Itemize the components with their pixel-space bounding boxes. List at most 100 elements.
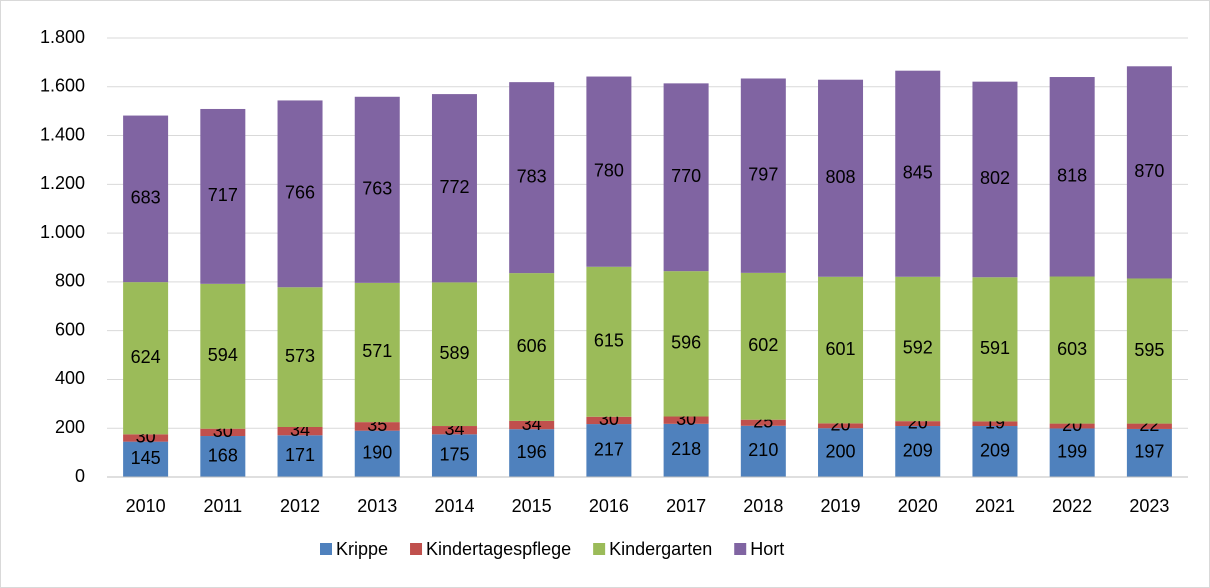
bar-segment [895,421,941,427]
data-label: 797 [748,164,778,184]
y-tick-label: 1.400 [40,124,85,144]
data-label: 780 [594,160,624,180]
data-label: 615 [594,331,624,351]
x-tick-label: 2015 [512,496,552,516]
bar-segment [740,78,786,273]
data-label: 808 [826,167,856,187]
bar-segment [818,423,864,429]
bar-segment [1126,428,1172,477]
data-label: 209 [903,440,933,460]
bar-segment [972,277,1018,422]
y-tick-label: 1.600 [40,76,85,96]
bar-segment [200,283,246,429]
bar-segment [277,435,323,477]
bar-segment [277,100,323,288]
x-tick-label: 2014 [434,496,474,516]
x-tick-label: 2017 [666,496,706,516]
x-tick-label: 2021 [975,496,1015,516]
data-label: 199 [1057,441,1087,461]
x-tick-label: 2020 [898,496,938,516]
y-tick-label: 400 [55,368,85,388]
legend-label: Hort [750,539,784,559]
data-label: 596 [671,333,701,353]
x-tick-label: 2022 [1052,496,1092,516]
legend-swatch [593,543,606,555]
data-label: 595 [1134,340,1164,360]
bar-segment [123,115,169,283]
data-label: 145 [131,448,161,468]
bar-segment [972,421,1018,427]
bar-segment [818,79,864,277]
bar-segment [740,419,786,426]
bar-segment [1126,423,1172,429]
bar-segment [586,416,632,425]
x-tick-label: 2013 [357,496,397,516]
data-label: 175 [439,444,469,464]
y-tick-label: 600 [55,319,85,339]
data-label: 171 [285,445,315,465]
bar-segment [123,441,169,477]
data-label: 818 [1057,166,1087,186]
bar-segment [509,420,555,430]
bar-segment [1126,66,1172,279]
data-label: 190 [362,443,392,463]
data-label: 168 [208,445,238,465]
bar-segment [431,434,477,477]
data-label: 594 [208,345,238,365]
data-label: 717 [208,185,238,205]
bar-segment [1049,428,1095,477]
bar-segment [123,434,169,442]
bar-segment [740,272,786,420]
x-tick-label: 2016 [589,496,629,516]
bar-segment [972,426,1018,477]
bar-segment [586,266,632,417]
data-label: 589 [439,343,469,363]
bar-segment [818,276,864,424]
legend-swatch [410,543,423,555]
data-label: 603 [1057,339,1087,359]
bar-segment [895,426,941,477]
x-tick-label: 2018 [743,496,783,516]
bar-segment [972,81,1018,278]
bar-segment [431,94,477,283]
bar-segment [586,424,632,477]
legend-swatch [734,543,747,555]
data-label: 772 [439,177,469,197]
bar-segment [509,273,555,421]
data-label: 802 [980,168,1010,188]
data-label: 766 [285,183,315,203]
bar-segment [663,83,709,272]
bar-segment [354,96,400,283]
data-label: 783 [517,166,547,186]
bar-segment [123,282,169,435]
bar-segment [1049,423,1095,429]
bar-segment [663,271,709,417]
data-label: 592 [903,338,933,358]
legend-swatch [320,543,332,555]
bar-segment [200,436,246,477]
bar-segment [200,428,246,437]
data-label: 573 [285,346,315,366]
y-tick-label: 0 [75,466,85,486]
y-tick-label: 200 [55,417,85,437]
bar-segment [277,287,323,428]
bar-segment [895,276,941,422]
bar-segment [586,76,632,267]
data-label: 591 [980,338,1010,358]
x-tick-label: 2012 [280,496,320,516]
data-label: 571 [362,341,392,361]
data-label: 624 [131,347,161,367]
data-label: 197 [1134,442,1164,462]
bar-segment [431,282,477,427]
bar-segment [895,70,941,277]
data-label: 770 [671,166,701,186]
bar-segment [431,426,477,435]
data-label: 209 [980,440,1010,460]
y-tick-label: 1.800 [40,27,85,47]
data-label: 606 [517,336,547,356]
bar-segment [509,82,555,274]
data-label: 763 [362,179,392,199]
bar-segment [1049,276,1095,424]
legend-label: Kindertagespflege [426,539,571,559]
